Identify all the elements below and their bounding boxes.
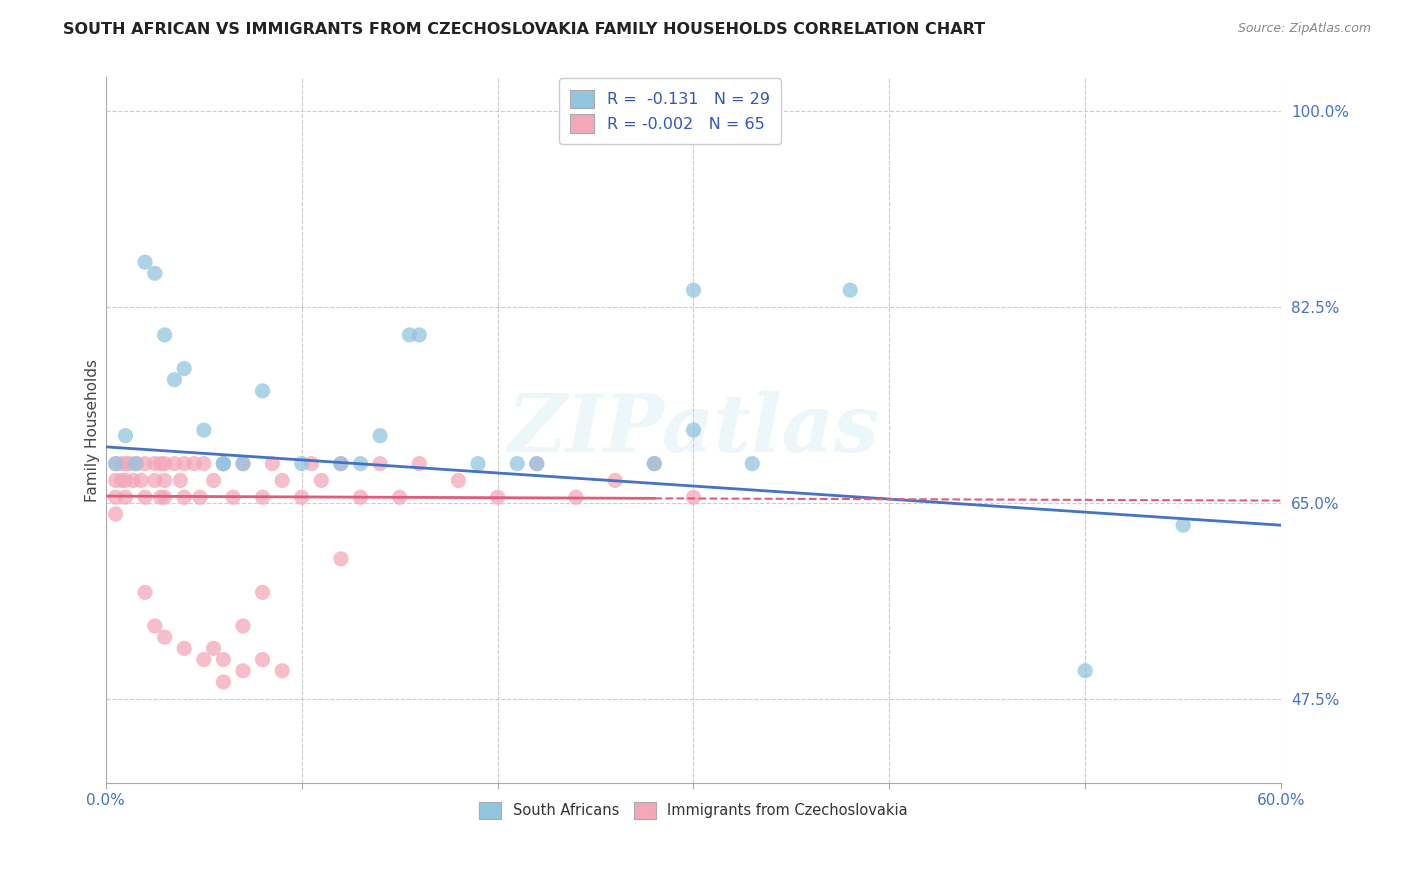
Point	[222, 490, 245, 504]
Point	[104, 490, 127, 504]
Point	[643, 457, 665, 471]
Point	[368, 428, 391, 442]
Point	[271, 664, 294, 678]
Point	[301, 457, 323, 471]
Point	[682, 423, 704, 437]
Point	[163, 457, 186, 471]
Point	[467, 457, 489, 471]
Point	[271, 474, 294, 488]
Point	[329, 457, 352, 471]
Point	[311, 474, 333, 488]
Point	[143, 457, 166, 471]
Point	[153, 490, 176, 504]
Point	[643, 457, 665, 471]
Text: ZIPatlas: ZIPatlas	[508, 392, 880, 469]
Point	[1173, 518, 1195, 533]
Point	[153, 457, 176, 471]
Point	[839, 283, 862, 297]
Point	[329, 551, 352, 566]
Point	[526, 457, 548, 471]
Point	[262, 457, 284, 471]
Point	[682, 490, 704, 504]
Point	[202, 474, 225, 488]
Point	[212, 675, 235, 690]
Point	[104, 457, 127, 471]
Point	[526, 457, 548, 471]
Point	[118, 457, 141, 471]
Point	[153, 474, 176, 488]
Point	[114, 490, 136, 504]
Point	[252, 652, 274, 666]
Point	[252, 585, 274, 599]
Point	[291, 457, 314, 471]
Point	[114, 474, 136, 488]
Point	[173, 457, 195, 471]
Point	[173, 490, 195, 504]
Point	[408, 327, 430, 342]
Point	[127, 457, 149, 471]
Point	[212, 457, 235, 471]
Point	[153, 327, 176, 342]
Point	[143, 266, 166, 280]
Point	[232, 457, 254, 471]
Point	[104, 457, 127, 471]
Point	[329, 457, 352, 471]
Point	[212, 652, 235, 666]
Point	[232, 619, 254, 633]
Point	[169, 474, 191, 488]
Point	[486, 490, 509, 504]
Point	[447, 474, 470, 488]
Point	[173, 361, 195, 376]
Point	[134, 490, 156, 504]
Y-axis label: Family Households: Family Households	[86, 359, 100, 501]
Point	[149, 457, 172, 471]
Point	[104, 474, 127, 488]
Point	[143, 474, 166, 488]
Point	[114, 428, 136, 442]
Text: Source: ZipAtlas.com: Source: ZipAtlas.com	[1237, 22, 1371, 36]
Point	[232, 457, 254, 471]
Point	[212, 457, 235, 471]
Point	[149, 490, 172, 504]
Point	[193, 457, 215, 471]
Point	[252, 384, 274, 398]
Point	[388, 490, 411, 504]
Point	[134, 255, 156, 269]
Point	[565, 490, 588, 504]
Point	[349, 490, 371, 504]
Point	[349, 457, 371, 471]
Point	[122, 474, 145, 488]
Point	[398, 327, 420, 342]
Point	[1074, 664, 1097, 678]
Point	[202, 641, 225, 656]
Point	[682, 283, 704, 297]
Point	[506, 457, 529, 471]
Point	[605, 474, 627, 488]
Point	[291, 490, 314, 504]
Point	[193, 423, 215, 437]
Point	[110, 457, 132, 471]
Point	[124, 457, 146, 471]
Point	[408, 457, 430, 471]
Point	[134, 585, 156, 599]
Point	[114, 457, 136, 471]
Point	[741, 457, 763, 471]
Point	[129, 474, 152, 488]
Point	[252, 490, 274, 504]
Point	[173, 641, 195, 656]
Point	[232, 664, 254, 678]
Point	[212, 457, 235, 471]
Point	[153, 630, 176, 644]
Point	[143, 619, 166, 633]
Text: SOUTH AFRICAN VS IMMIGRANTS FROM CZECHOSLOVAKIA FAMILY HOUSEHOLDS CORRELATION CH: SOUTH AFRICAN VS IMMIGRANTS FROM CZECHOS…	[63, 22, 986, 37]
Point	[110, 474, 132, 488]
Point	[188, 490, 211, 504]
Point	[134, 457, 156, 471]
Point	[163, 373, 186, 387]
Legend: South Africans, Immigrants from Czechoslovakia: South Africans, Immigrants from Czechosl…	[474, 797, 914, 825]
Point	[104, 507, 127, 521]
Point	[193, 652, 215, 666]
Point	[368, 457, 391, 471]
Point	[183, 457, 205, 471]
